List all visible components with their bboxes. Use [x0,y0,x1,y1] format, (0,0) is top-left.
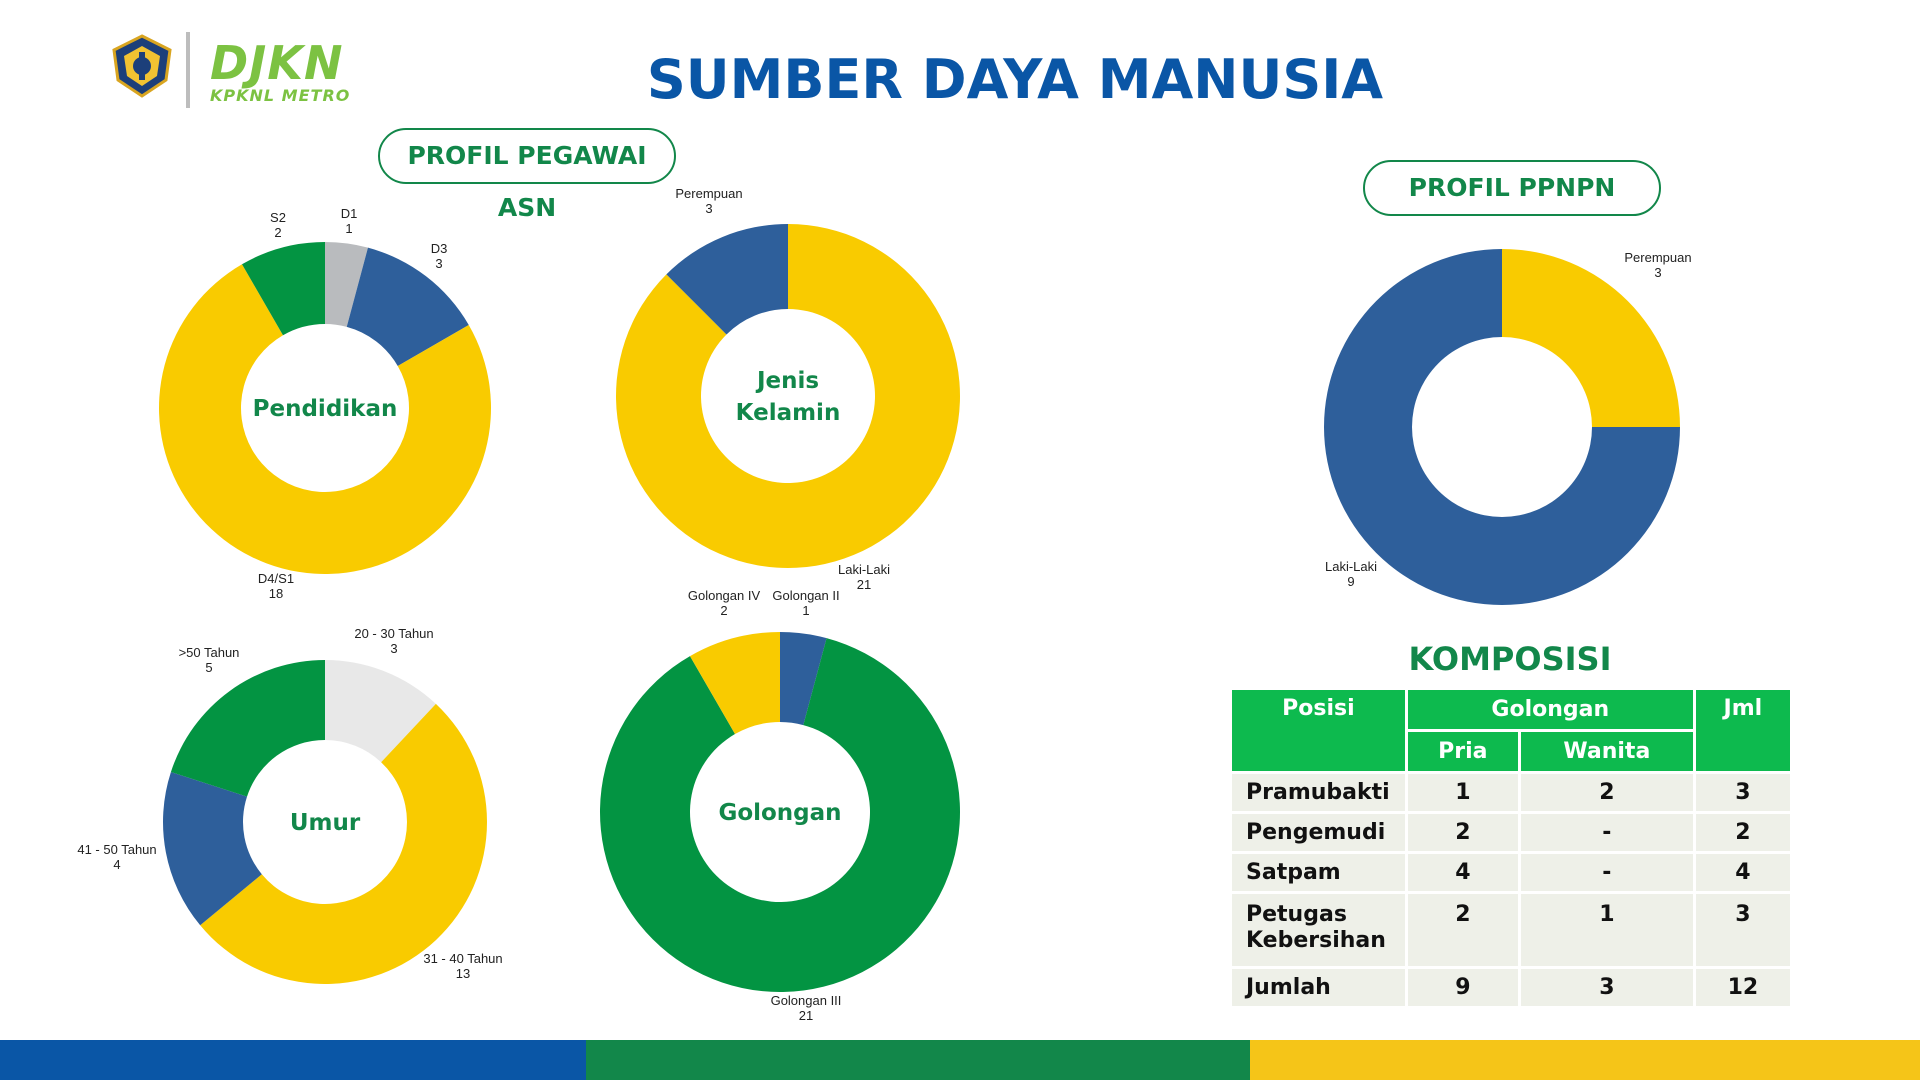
pendidikan-data-label: D4/S1 18 [258,571,294,601]
ppnpn-slice-laki-laki [1324,249,1680,605]
ppnpn-data-label: Laki-Laki 9 [1325,559,1377,589]
golongan-slice-golongan-iv [690,632,780,735]
table-row: Pengemudi 2 - 2 [1229,811,1794,854]
cell-wanita: - [1517,811,1696,854]
jenis-kelamin-slice-perempuan [666,223,788,335]
kemenkeu-emblem-icon [108,34,176,98]
header-pria: Pria [1404,729,1521,774]
cell-pria: 9 [1404,966,1521,1009]
ppnpn-data-label: Perempuan 3 [1624,250,1691,280]
umur-data-label: >50 Tahun 5 [179,645,240,675]
page-title: SUMBER DAYA MANUSIA [646,48,1384,111]
cell-pria: 2 [1404,891,1521,969]
table-row: Pramubakti 1 2 3 [1229,771,1794,814]
cell-pria: 2 [1404,811,1521,854]
cell-pria: 4 [1404,851,1521,894]
header-jml: Jml [1692,687,1794,774]
umur-data-label: 20 - 30 Tahun 3 [354,626,433,656]
umur-slice-31-40-tahun [200,703,487,984]
cell-posisi: Pramubakti [1229,771,1408,814]
pendidikan-data-label: D3 3 [431,241,448,271]
footer-bar-yellow [1250,1040,1920,1080]
ppnpn-slice-perempuan [1502,249,1680,427]
jenis-kelamin-data-label: Laki-Laki 21 [838,562,890,592]
umur-data-label: 31 - 40 Tahun 13 [423,951,502,981]
golongan-data-label: Golongan III 21 [771,993,842,1023]
cell-jml: 12 [1692,966,1794,1009]
cell-posisi: Petugas Kebersihan [1229,891,1408,969]
djkn-logo-text: DJKN [210,36,344,90]
cell-posisi: Jumlah [1229,966,1408,1009]
pendidikan-slice-s2 [242,242,325,336]
golongan-slice-golongan-iii [600,638,961,992]
umur-slice-20-30-tahun [325,660,436,763]
cell-jml: 4 [1692,851,1794,894]
header-golongan: Golongan [1404,687,1696,732]
cell-posisi: Pengemudi [1229,811,1408,854]
cell-jml: 2 [1692,811,1794,854]
logo-divider [186,32,190,108]
jenis-kelamin-center-title: Jenis Kelamin [736,368,841,426]
pendidikan-data-label: D1 1 [341,206,358,236]
table-row-total: Jumlah 9 3 12 [1229,966,1794,1009]
komposisi-table: Posisi Golongan Jml Pria Wanita Pramubak… [1229,687,1794,1009]
cell-wanita: 3 [1517,966,1696,1009]
jenis-kelamin-slice-laki-laki [616,224,960,568]
golongan-slice-golongan-ii [780,632,827,726]
djkn-logo-subtitle: KPKNL METRO [210,86,351,105]
table-row: Satpam 4 - 4 [1229,851,1794,894]
jenis-kelamin-data-label: Perempuan 3 [675,186,742,216]
pendidikan-slice-d3 [346,247,469,366]
cell-wanita: 2 [1517,771,1696,814]
golongan-data-label: Golongan II 1 [772,588,839,618]
pendidikan-center-title: Pendidikan [253,396,398,422]
umur-data-label: 41 - 50 Tahun 4 [77,842,156,872]
cell-wanita: - [1517,851,1696,894]
pendidikan-slice-d4-s1 [158,264,491,574]
footer-bar-green [586,1040,1250,1080]
table-row: Petugas Kebersihan 2 1 3 [1229,891,1794,969]
umur-slice--50-tahun [170,660,325,797]
golongan-center-title: Golongan [718,800,841,826]
cell-jml: 3 [1692,891,1794,969]
cell-jml: 3 [1692,771,1794,814]
golongan-data-label: Golongan IV 2 [688,588,761,618]
header-posisi: Posisi [1229,687,1408,774]
cell-posisi: Satpam [1229,851,1408,894]
umur-center-title: Umur [290,810,361,836]
cell-pria: 1 [1404,771,1521,814]
section-label-asn: PROFIL PEGAWAI ASN [378,128,676,222]
header-wanita: Wanita [1517,729,1696,774]
section-label-ppnpn: PROFIL PPNPN [1363,160,1661,216]
cell-wanita: 1 [1517,891,1696,969]
footer-bar-blue [0,1040,586,1080]
pendidikan-data-label: S2 2 [270,210,286,240]
umur-slice-41-50-tahun [162,771,262,926]
pendidikan-slice-d1 [325,242,368,327]
komposisi-title: KOMPOSISI [1408,640,1612,678]
